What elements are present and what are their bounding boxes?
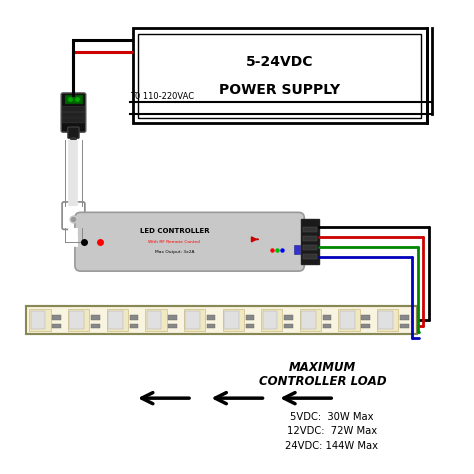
FancyBboxPatch shape xyxy=(107,309,128,331)
Text: POWER SUPPLY: POWER SUPPLY xyxy=(219,83,340,97)
FancyBboxPatch shape xyxy=(377,309,398,331)
Text: Max Output: 3x2A: Max Output: 3x2A xyxy=(155,250,194,254)
Bar xyxy=(400,315,409,320)
Bar xyxy=(246,315,254,320)
Bar xyxy=(207,324,215,328)
Bar xyxy=(284,315,292,320)
FancyBboxPatch shape xyxy=(31,311,46,329)
Bar xyxy=(323,315,331,320)
FancyBboxPatch shape xyxy=(378,311,393,329)
FancyBboxPatch shape xyxy=(300,309,321,331)
Bar xyxy=(168,315,177,320)
FancyBboxPatch shape xyxy=(224,311,238,329)
Bar xyxy=(303,236,317,241)
FancyBboxPatch shape xyxy=(62,107,85,111)
FancyBboxPatch shape xyxy=(62,118,85,123)
FancyBboxPatch shape xyxy=(133,28,427,123)
Bar xyxy=(53,324,61,328)
FancyBboxPatch shape xyxy=(62,202,85,229)
FancyBboxPatch shape xyxy=(301,219,319,264)
Bar xyxy=(303,227,317,232)
FancyBboxPatch shape xyxy=(26,306,417,334)
Bar xyxy=(130,324,138,328)
Text: 5VDC:  30W Max: 5VDC: 30W Max xyxy=(290,412,374,422)
Text: T0 110-220VAC: T0 110-220VAC xyxy=(130,92,194,100)
FancyBboxPatch shape xyxy=(62,112,85,117)
FancyBboxPatch shape xyxy=(61,93,86,132)
FancyBboxPatch shape xyxy=(184,309,205,331)
FancyBboxPatch shape xyxy=(340,311,355,329)
FancyBboxPatch shape xyxy=(185,311,200,329)
Bar xyxy=(65,95,82,103)
FancyBboxPatch shape xyxy=(261,309,283,331)
Text: 24VDC: 144W Max: 24VDC: 144W Max xyxy=(285,440,378,451)
FancyBboxPatch shape xyxy=(263,311,277,329)
Bar xyxy=(303,255,317,259)
Bar xyxy=(284,324,292,328)
Bar xyxy=(207,315,215,320)
FancyBboxPatch shape xyxy=(145,309,166,331)
Bar xyxy=(362,324,370,328)
Text: With RF Remote Control: With RF Remote Control xyxy=(148,240,201,244)
Text: LED CONTROLLER: LED CONTROLLER xyxy=(139,228,209,234)
Bar xyxy=(168,324,177,328)
FancyBboxPatch shape xyxy=(338,309,360,331)
FancyBboxPatch shape xyxy=(138,34,421,118)
FancyBboxPatch shape xyxy=(301,311,316,329)
FancyBboxPatch shape xyxy=(68,127,79,138)
Bar xyxy=(130,315,138,320)
Bar xyxy=(53,315,61,320)
Bar xyxy=(323,324,331,328)
FancyBboxPatch shape xyxy=(68,309,89,331)
Bar xyxy=(246,324,254,328)
Text: MAXIMUM: MAXIMUM xyxy=(289,361,356,374)
FancyBboxPatch shape xyxy=(147,311,161,329)
FancyBboxPatch shape xyxy=(108,311,123,329)
Bar xyxy=(400,324,409,328)
Text: CONTROLLER LOAD: CONTROLLER LOAD xyxy=(258,375,386,388)
FancyBboxPatch shape xyxy=(75,212,304,271)
FancyBboxPatch shape xyxy=(222,309,244,331)
Text: 12VDC:  72W Max: 12VDC: 72W Max xyxy=(287,426,377,437)
Text: 5-24VDC: 5-24VDC xyxy=(246,55,313,69)
Bar xyxy=(91,324,100,328)
Bar xyxy=(362,315,370,320)
Bar xyxy=(303,246,317,250)
Bar xyxy=(91,315,100,320)
Bar xyxy=(294,245,300,254)
FancyBboxPatch shape xyxy=(69,311,84,329)
FancyBboxPatch shape xyxy=(29,309,51,331)
